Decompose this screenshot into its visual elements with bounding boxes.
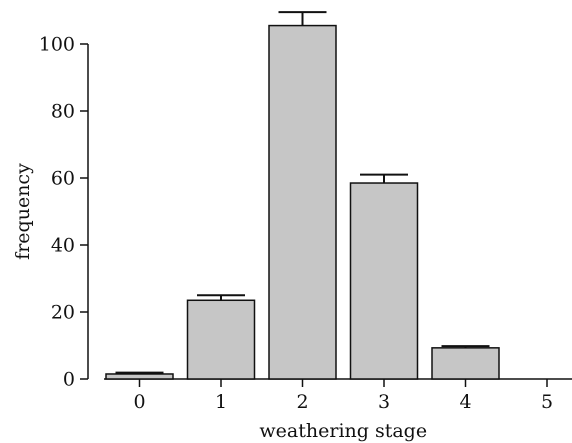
y-tick-label: 40 <box>51 235 75 257</box>
x-tick-label: 1 <box>215 391 227 413</box>
y-axis-title: frequency <box>12 163 34 260</box>
x-tick-label: 0 <box>133 391 145 413</box>
y-axis: 0 20 40 60 80 100 <box>39 34 89 391</box>
x-tick-label: 3 <box>378 391 390 413</box>
x-tick-label: 5 <box>541 391 553 413</box>
y-tick-label: 80 <box>51 101 75 123</box>
x-axis: 0 1 2 3 4 5 <box>104 378 572 413</box>
bar-stage-2 <box>268 24 337 380</box>
y-tick-label: 60 <box>51 168 75 190</box>
x-axis-title: weathering stage <box>259 420 427 442</box>
x-tick-label: 2 <box>296 391 308 413</box>
bar-stage-1 <box>186 299 256 380</box>
y-tick-label: 100 <box>39 34 75 56</box>
x-tick-label: 4 <box>459 391 471 413</box>
bar-stage-4 <box>431 347 500 380</box>
bar-stage-0 <box>105 373 174 380</box>
bar-stage-3 <box>349 182 419 380</box>
y-tick-label: 0 <box>63 369 75 391</box>
bars <box>105 11 500 380</box>
y-tick-label: 20 <box>51 302 75 324</box>
